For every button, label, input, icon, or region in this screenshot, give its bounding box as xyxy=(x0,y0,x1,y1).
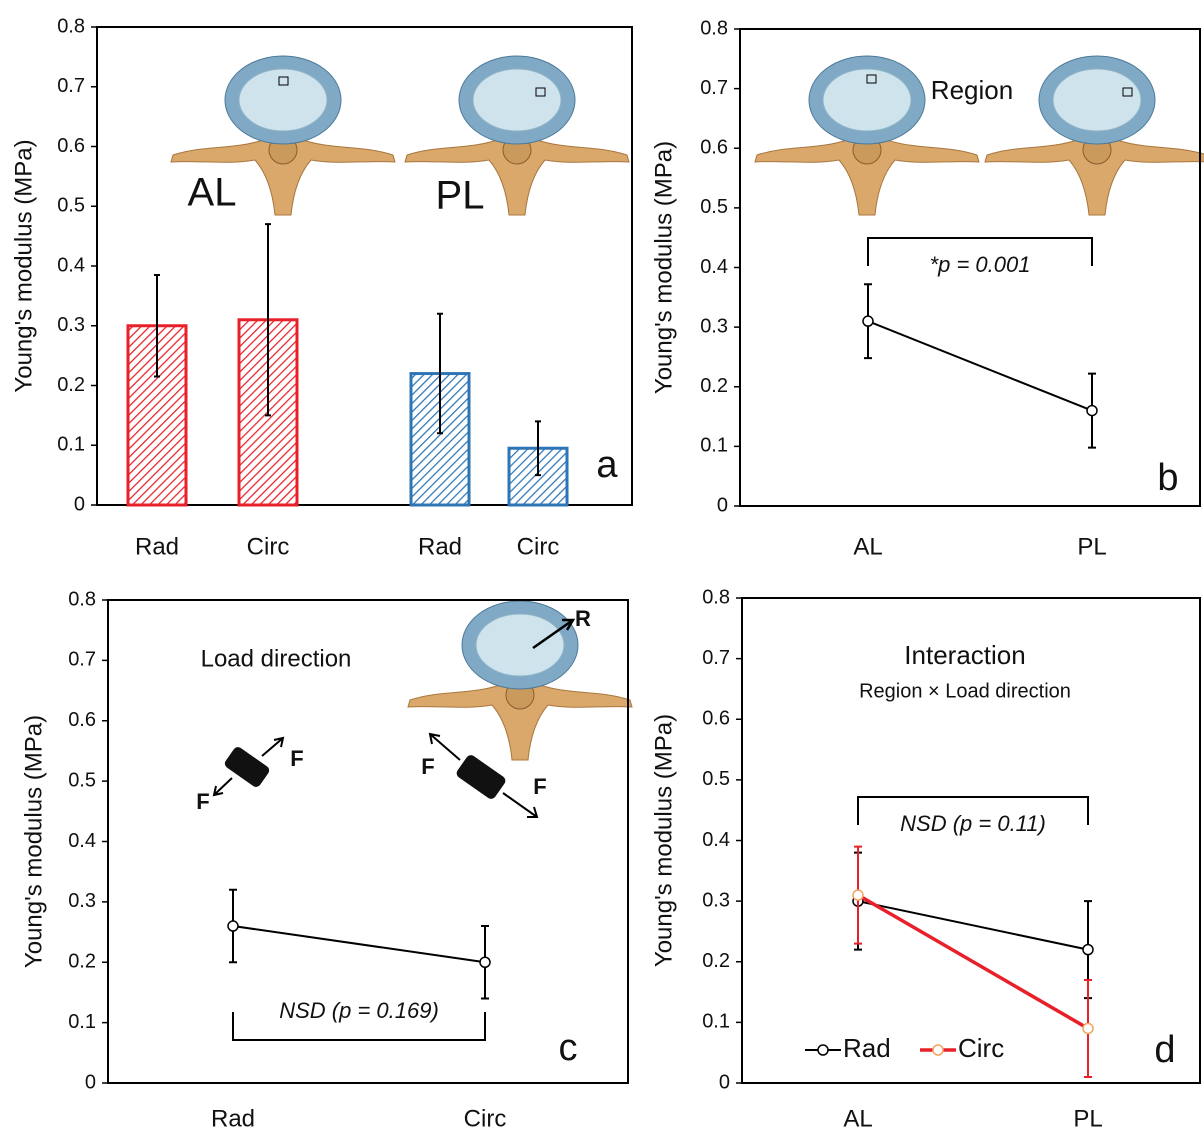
panel-subtitle: Region × Load direction xyxy=(859,680,1071,702)
y-tick-label: 0.8 xyxy=(700,17,728,39)
radial-label: R xyxy=(575,606,591,631)
plot-frame xyxy=(742,598,1200,1083)
y-tick-label: 0.3 xyxy=(57,314,85,336)
spine-illustration xyxy=(985,56,1204,215)
y-tick-label: 0.5 xyxy=(702,768,730,790)
legend-marker xyxy=(933,1045,943,1055)
y-tick-label: 0.1 xyxy=(702,1011,730,1033)
data-point xyxy=(1083,945,1093,955)
force-label: F xyxy=(290,746,303,771)
panel-label: c xyxy=(559,1027,578,1069)
y-axis-label: Young's modulus (MPa) xyxy=(20,715,47,968)
y-tick-label: 0.2 xyxy=(702,950,730,972)
y-tick-label: 0.1 xyxy=(68,1011,96,1033)
y-axis-label: Young's modulus (MPa) xyxy=(650,141,677,394)
x-tick-label: AL xyxy=(843,1105,872,1132)
specimen xyxy=(223,745,271,789)
y-tick-label: 0.7 xyxy=(57,75,85,97)
x-tick-label: Rad xyxy=(135,533,179,560)
legend-label: Rad xyxy=(843,1033,891,1063)
x-tick-label: Rad xyxy=(418,533,462,560)
y-tick-label: 0 xyxy=(719,1071,730,1093)
significance-annotation: NSD (p = 0.169) xyxy=(279,998,439,1023)
y-tick-label: 0 xyxy=(85,1071,96,1093)
x-tick-label: Rad xyxy=(211,1105,255,1132)
x-tick-label: Circ xyxy=(517,533,560,560)
data-point xyxy=(228,921,238,931)
series-line xyxy=(858,895,1088,1028)
panel-title: Interaction xyxy=(904,640,1025,670)
y-tick-label: 0.2 xyxy=(700,375,728,397)
y-tick-label: 0.2 xyxy=(68,951,96,973)
force-label: F xyxy=(196,789,209,814)
panel-title: Load direction xyxy=(201,645,352,672)
panel-label: d xyxy=(1154,1029,1175,1071)
force-label: F xyxy=(421,754,434,779)
group-label: PL xyxy=(436,174,485,218)
x-tick-label: PL xyxy=(1073,1105,1102,1132)
series-line xyxy=(868,321,1092,410)
y-tick-label: 0.6 xyxy=(702,708,730,730)
y-tick-label: 0.5 xyxy=(68,769,96,791)
y-tick-label: 0.1 xyxy=(700,435,728,457)
y-tick-label: 0.2 xyxy=(57,374,85,396)
force-label: F xyxy=(533,774,546,799)
y-tick-label: 0.6 xyxy=(57,135,85,157)
y-tick-label: 0.7 xyxy=(700,77,728,99)
y-tick-label: 0.5 xyxy=(57,195,85,217)
data-point xyxy=(863,316,873,326)
y-tick-label: 0.3 xyxy=(702,889,730,911)
legend-label: Circ xyxy=(958,1033,1004,1063)
series-line xyxy=(858,901,1088,950)
y-tick-label: 0.4 xyxy=(702,829,730,851)
y-tick-label: 0.7 xyxy=(68,649,96,671)
y-tick-label: 0 xyxy=(74,493,85,515)
data-point xyxy=(853,890,863,900)
y-tick-label: 0.6 xyxy=(68,709,96,731)
y-tick-label: 0.5 xyxy=(700,196,728,218)
spine-illustration xyxy=(408,601,632,760)
figure: 0 0.1 0.2 0.3 0.4 0.5 0.6 0.7 0.8 Young's modulus… xyxy=(0,0,1204,1136)
y-axis-label: Young's modulus (MPa) xyxy=(10,139,37,392)
y-tick-label: 0.4 xyxy=(57,254,85,276)
y-tick-label: 0.3 xyxy=(700,315,728,337)
data-point xyxy=(480,957,490,967)
y-tick-label: 0.3 xyxy=(68,890,96,912)
data-point xyxy=(1087,406,1097,416)
group-label: AL xyxy=(188,171,237,215)
y-axis-label: Young's modulus (MPa) xyxy=(650,714,677,967)
x-tick-label: AL xyxy=(853,533,882,560)
x-tick-label: Circ xyxy=(247,533,290,560)
data-point xyxy=(1083,1023,1093,1033)
y-tick-label: 0.8 xyxy=(68,588,96,610)
y-tick-label: 0.6 xyxy=(700,137,728,159)
y-tick-label: 0.8 xyxy=(57,15,85,37)
series-line xyxy=(233,926,485,962)
panel-label: b xyxy=(1157,457,1178,499)
y-tick-label: 0.7 xyxy=(702,647,730,669)
y-tick-label: 0.8 xyxy=(702,586,730,608)
y-tick-label: 0.1 xyxy=(57,434,85,456)
specimen xyxy=(455,753,508,801)
y-tick-label: 0.4 xyxy=(68,830,96,852)
y-tick-label: 0 xyxy=(717,494,728,516)
panel-title: Region xyxy=(931,75,1013,105)
legend-marker xyxy=(818,1045,828,1055)
significance-annotation: NSD (p = 0.11) xyxy=(900,811,1046,836)
x-tick-label: PL xyxy=(1077,533,1106,560)
y-tick-label: 0.4 xyxy=(700,256,728,278)
illustrations xyxy=(171,56,1204,817)
panel-label: a xyxy=(596,444,618,486)
significance-annotation: *p = 0.001 xyxy=(930,252,1031,277)
x-tick-label: Circ xyxy=(464,1105,507,1132)
